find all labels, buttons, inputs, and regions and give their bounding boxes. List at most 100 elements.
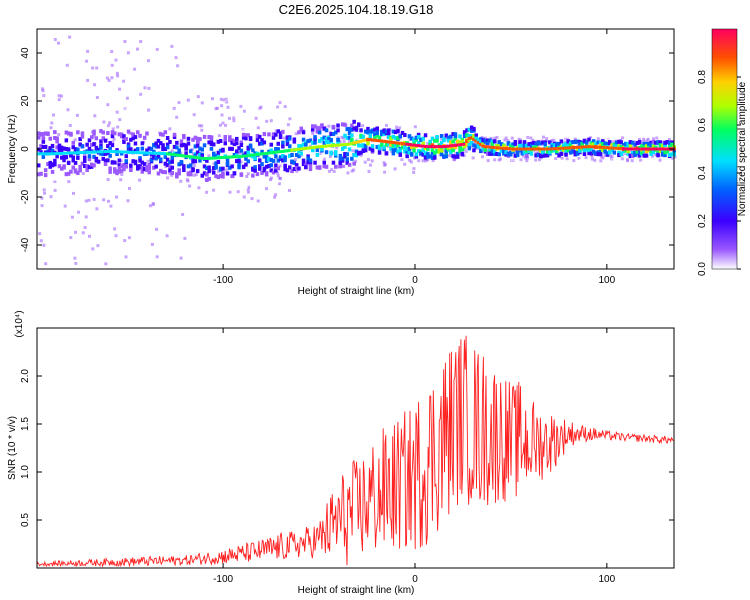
spectrogram-cell xyxy=(239,148,244,153)
spectrogram-cell xyxy=(488,138,492,143)
spectrogram-cell xyxy=(41,87,44,91)
spectrogram-cell xyxy=(517,137,521,141)
spectrogram-cell xyxy=(181,213,185,216)
spectrogram-cell xyxy=(614,146,618,150)
spectrogram-cell xyxy=(99,139,103,144)
spectrogram-cell xyxy=(43,168,48,173)
spectrogram-cell xyxy=(255,138,260,143)
spectrogram-cell xyxy=(103,138,108,143)
spectrogram-cell xyxy=(582,138,587,143)
spectrogram-cell xyxy=(115,71,119,75)
spectrogram-cell xyxy=(451,154,455,159)
spectrogram-cell xyxy=(603,146,607,150)
spectrogram-cell xyxy=(145,151,149,155)
spectrogram-cell xyxy=(198,172,202,175)
spectrogram-cell xyxy=(163,152,167,156)
spectrogram-cell xyxy=(343,154,347,159)
spectrogram-cell xyxy=(479,148,483,153)
spectrogram-cell xyxy=(654,153,658,157)
spectrogram-cell xyxy=(649,157,653,161)
spectrogram-cell xyxy=(458,144,462,149)
spectrogram-cell xyxy=(110,143,115,148)
spectrogram-cell xyxy=(656,153,660,158)
spectrogram-cell xyxy=(626,149,630,154)
spectrogram-cell xyxy=(334,130,338,135)
spectrogram-cell xyxy=(164,165,168,169)
spectrogram-cell xyxy=(640,144,644,149)
spectrogram-cell xyxy=(202,134,207,139)
spectrogram-cell xyxy=(504,136,508,140)
spectrogram-cell xyxy=(612,144,617,149)
spectrogram-cell xyxy=(205,157,209,160)
spectrogram-cell xyxy=(423,155,428,160)
spectrogram-cell xyxy=(233,180,237,184)
spectrogram-cell xyxy=(546,139,550,143)
spectrogram-cell xyxy=(359,150,363,155)
spectrogram-cell xyxy=(324,150,329,155)
spectrogram-cell xyxy=(213,98,217,102)
spectrogram-cell xyxy=(262,140,267,145)
spectrogram-cell xyxy=(469,125,474,130)
spectrogram-cell xyxy=(408,158,412,162)
spectrogram-cell xyxy=(340,143,344,147)
spectrogram-cell xyxy=(628,144,633,149)
spectrogram-cell xyxy=(217,169,221,173)
spectrogram-cell xyxy=(614,144,619,149)
spectrogram-cell xyxy=(362,166,366,170)
spectrogram-cell xyxy=(156,153,161,158)
spectrogram-cell xyxy=(246,187,250,191)
spectrogram-cell xyxy=(661,151,665,156)
spectrogram-cell xyxy=(644,144,649,149)
spectrogram-cell xyxy=(350,123,354,128)
spectrogram-cell xyxy=(253,153,257,157)
spectrogram-cell xyxy=(635,149,640,154)
spectrogram-cell xyxy=(241,165,246,170)
spectrogram-cell xyxy=(71,151,75,155)
snr-x-tick-label: -100 xyxy=(213,574,233,585)
spectrogram-y-tick-label: 20 xyxy=(20,95,31,107)
spectrogram-cell xyxy=(469,136,473,140)
spectrogram-cell xyxy=(373,138,377,142)
spectrogram-cell xyxy=(142,167,147,172)
spectrogram-cell xyxy=(667,140,672,145)
spectrogram-cell xyxy=(421,148,425,153)
spectrogram-cell xyxy=(102,120,106,124)
spectrogram-cell xyxy=(506,141,511,146)
spectrogram-cell xyxy=(172,153,176,157)
spectrogram-cell xyxy=(109,204,113,208)
spectrogram-cell xyxy=(136,47,139,51)
spectrogram-cell xyxy=(42,188,46,192)
spectrogram-cell xyxy=(214,153,218,158)
spectrogram-cell xyxy=(506,151,511,156)
spectrogram-cell xyxy=(469,140,474,145)
spectrogram-cell xyxy=(274,129,278,133)
spectrogram-cell xyxy=(186,164,191,169)
spectrogram-cell xyxy=(458,134,462,139)
spectrogram-cell xyxy=(168,140,172,144)
spectrogram-cell xyxy=(194,173,198,177)
spectrogram-cell xyxy=(281,140,285,145)
spectrogram-cell xyxy=(101,130,105,135)
spectrogram-cell xyxy=(368,146,372,151)
snr-x-tick-label: 0 xyxy=(412,574,418,585)
spectrogram-cell xyxy=(331,124,336,129)
spectrogram-cell xyxy=(53,162,57,167)
spectrogram-cell xyxy=(313,145,317,149)
colorbar-tick-label: 0.6 xyxy=(697,118,708,132)
spectrogram-cell xyxy=(301,142,306,147)
spectrogram-cell xyxy=(509,141,512,145)
spectrogram-cell xyxy=(110,76,114,80)
spectrogram-cell xyxy=(361,139,365,143)
spectrogram-cell xyxy=(218,156,222,160)
spectrogram-cell xyxy=(389,146,393,151)
spectrogram-cell xyxy=(531,138,535,142)
spectrogram-cell xyxy=(275,180,279,184)
spectrogram-cell xyxy=(599,155,603,159)
spectrogram-cell xyxy=(288,117,292,121)
spectrogram-cell xyxy=(117,163,122,168)
spectrogram-cell xyxy=(276,171,280,175)
spectrogram-cell xyxy=(342,136,346,140)
spectrogram-cell xyxy=(264,151,268,155)
spectrogram-cell xyxy=(202,143,207,148)
spectrogram-cell xyxy=(667,138,671,141)
